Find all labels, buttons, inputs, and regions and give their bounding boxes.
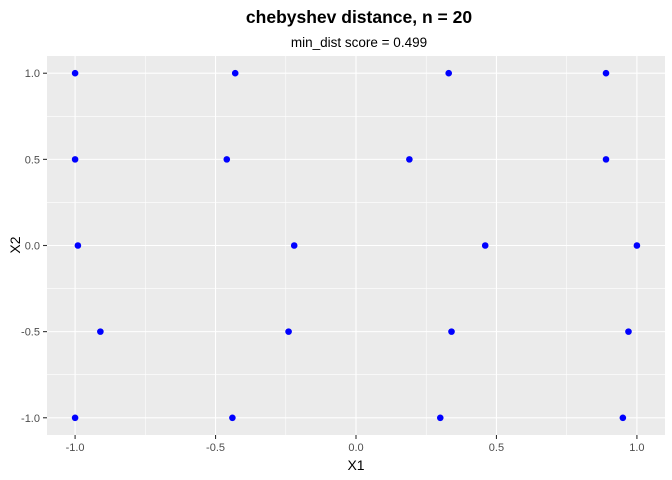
x-tick-label: 1.0 <box>629 442 644 454</box>
data-point <box>74 242 82 249</box>
data-point <box>448 328 455 335</box>
y-axis-title: X2 <box>7 236 23 253</box>
x-axis-ticks: -1.0 -0.5 0.0 0.5 1.0 <box>66 435 645 454</box>
data-point <box>229 414 236 422</box>
x-tick-label: 0.5 <box>489 442 504 454</box>
data-point <box>625 328 632 335</box>
data-point <box>223 156 231 163</box>
y-tick-label: 0.5 <box>25 154 40 166</box>
data-point <box>436 414 444 422</box>
x-tick-label: -1.0 <box>66 442 85 454</box>
data-point <box>602 69 610 77</box>
chart-subtitle: min_dist score = 0.499 <box>291 35 427 50</box>
x-axis-title: X1 <box>347 457 364 473</box>
data-point <box>445 69 453 77</box>
y-axis-ticks: -1.0 -0.5 0.0 0.5 1.0 <box>21 68 47 425</box>
data-point <box>97 328 104 335</box>
chart-title: chebyshev distance, n = 20 <box>246 7 472 27</box>
data-point <box>481 242 489 249</box>
data-point <box>602 156 610 163</box>
data-point <box>406 156 413 163</box>
data-point <box>71 69 79 77</box>
data-points <box>71 69 641 422</box>
data-point <box>285 328 292 335</box>
y-tick-label: 1.0 <box>25 68 40 80</box>
y-tick-label: 0.0 <box>25 241 40 253</box>
data-point <box>619 414 627 422</box>
data-point <box>71 414 79 422</box>
major-gridlines <box>47 56 665 435</box>
x-tick-label: -0.5 <box>206 442 225 454</box>
data-point <box>231 69 239 77</box>
x-tick-label: 0.0 <box>348 442 363 454</box>
data-point <box>633 242 641 249</box>
data-point <box>71 156 79 163</box>
data-point <box>290 242 298 249</box>
y-tick-label: -1.0 <box>21 413 40 425</box>
y-tick-label: -0.5 <box>21 327 40 339</box>
